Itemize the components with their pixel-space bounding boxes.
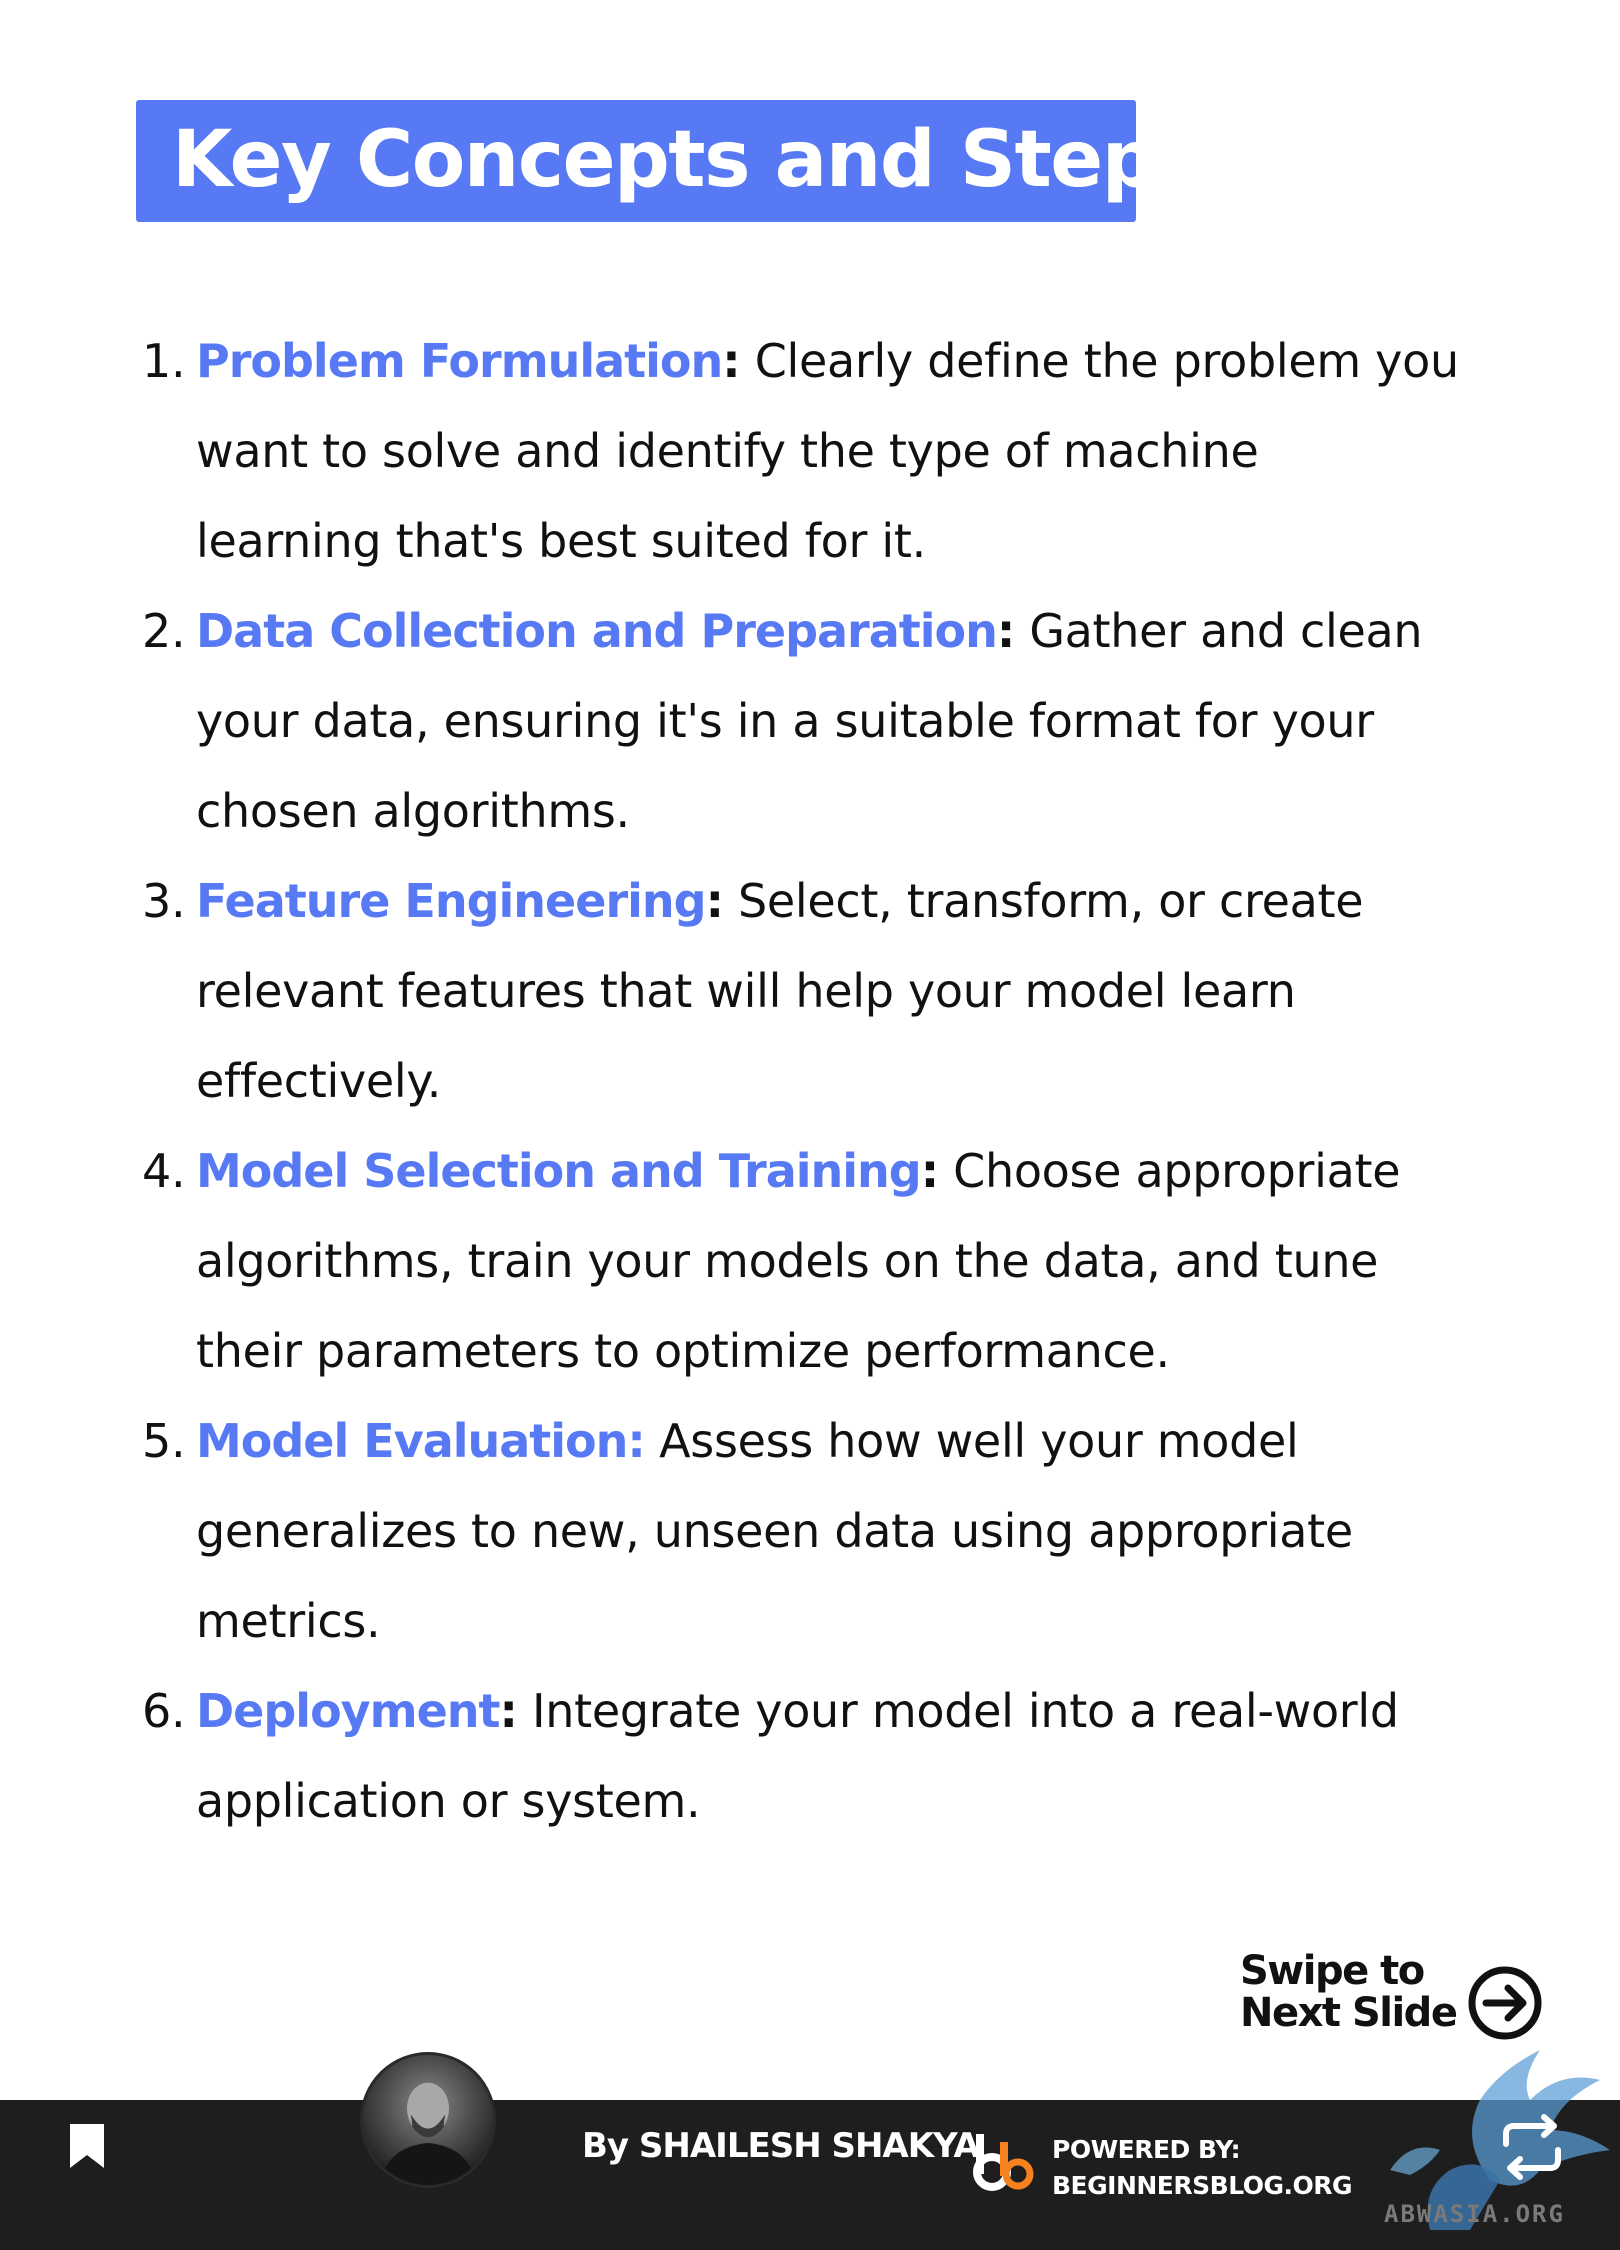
step-description: Assess how well your model bbox=[644, 1414, 1299, 1468]
step-description: want to solve and identify the type of m… bbox=[196, 424, 1259, 478]
step-description: generalizes to new, unseen data using ap… bbox=[196, 1504, 1353, 1558]
step-term: Model Evaluation: bbox=[196, 1414, 646, 1468]
steps-list: 1. Problem Formulation: Clearly define t… bbox=[138, 316, 1459, 1846]
step-term: Feature Engineering bbox=[196, 874, 707, 928]
step-number: 6. bbox=[142, 1684, 186, 1738]
swipe-label-line2: Next Slide bbox=[1240, 1990, 1458, 2036]
arrow-right-circle-icon[interactable] bbox=[1466, 1964, 1544, 2042]
author-name: By SHAILESH SHAKYA bbox=[582, 2126, 980, 2166]
step-number: 4. bbox=[142, 1144, 186, 1198]
step-term: Problem Formulation bbox=[196, 334, 723, 388]
title-banner: Key Concepts and Steps: bbox=[136, 100, 1232, 222]
dragon-watermark-icon bbox=[1390, 2050, 1610, 2230]
step-description: Select, transform, or create bbox=[723, 874, 1364, 928]
list-item: 6. Deployment: Integrate your model into… bbox=[138, 1666, 1438, 1846]
powered-label: POWERED BY: bbox=[1052, 2135, 1241, 2164]
page-title: Key Concepts and Steps: bbox=[172, 115, 1232, 205]
step-description: metrics. bbox=[196, 1594, 381, 1648]
step-colon: : bbox=[920, 1144, 939, 1198]
step-number: 3. bbox=[142, 874, 186, 928]
step-colon: : bbox=[996, 604, 1015, 658]
step-number: 5. bbox=[142, 1414, 186, 1468]
brand-logo[interactable] bbox=[972, 2132, 1036, 2192]
footer-bar bbox=[0, 2100, 1620, 2250]
step-description: Gather and clean bbox=[1015, 604, 1423, 658]
list-item: 1. Problem Formulation: Clearly define t… bbox=[138, 316, 1459, 586]
step-description: effectively. bbox=[196, 1054, 442, 1108]
step-term: Deployment bbox=[196, 1684, 501, 1738]
repost-icon[interactable] bbox=[1496, 2112, 1568, 2182]
list-item: 5. Model Evaluation: Assess how well you… bbox=[138, 1396, 1438, 1666]
author-photo-icon bbox=[380, 2082, 476, 2185]
step-number: 2. bbox=[142, 604, 186, 658]
list-item: 3. Feature Engineering: Select, transfor… bbox=[138, 856, 1438, 1126]
watermark-text: ABWASIA.ORG bbox=[1384, 2200, 1565, 2228]
step-description: Integrate your model into a real-world bbox=[517, 1684, 1399, 1738]
powered-by: POWERED BY: BEGINNERSBLOG.ORG bbox=[1052, 2132, 1353, 2204]
step-description: your data, ensuring it's in a suitable f… bbox=[196, 694, 1374, 748]
list-item: 4. Model Selection and Training: Choose … bbox=[138, 1126, 1438, 1396]
step-description: their parameters to optimize performance… bbox=[196, 1324, 1170, 1378]
step-colon: : bbox=[499, 1684, 518, 1738]
step-description: algorithms, train your models on the dat… bbox=[196, 1234, 1379, 1288]
avatar bbox=[360, 2052, 496, 2188]
step-description: Choose appropriate bbox=[938, 1144, 1401, 1198]
step-description: relevant features that will help your mo… bbox=[196, 964, 1296, 1018]
step-colon: : bbox=[705, 874, 724, 928]
step-term: Model Selection and Training bbox=[196, 1144, 922, 1198]
powered-site[interactable]: BEGINNERSBLOG.ORG bbox=[1052, 2171, 1353, 2200]
step-description: chosen algorithms. bbox=[196, 784, 630, 838]
step-number: 1. bbox=[142, 334, 186, 388]
step-term: Data Collection and Preparation bbox=[196, 604, 998, 658]
swipe-hint[interactable]: Swipe to Next Slide bbox=[1240, 1950, 1480, 2034]
step-description: application or system. bbox=[196, 1774, 701, 1828]
step-description: learning that's best suited for it. bbox=[196, 514, 926, 568]
swipe-label-line1: Swipe to bbox=[1240, 1948, 1425, 1994]
step-colon: : bbox=[722, 334, 741, 388]
bookmark-icon[interactable] bbox=[68, 2122, 106, 2170]
list-item: 2. Data Collection and Preparation: Gath… bbox=[138, 586, 1438, 856]
step-description: Clearly define the problem you bbox=[740, 334, 1459, 388]
